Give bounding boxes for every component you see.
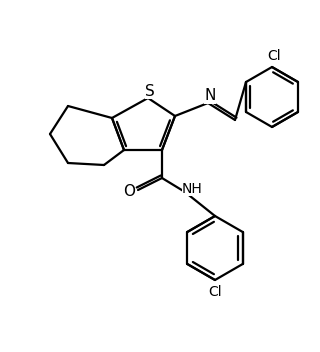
Text: S: S <box>145 83 155 99</box>
Text: Cl: Cl <box>267 49 281 63</box>
Text: NH: NH <box>182 182 202 196</box>
Text: Cl: Cl <box>208 285 222 299</box>
Text: O: O <box>123 183 135 199</box>
Text: N: N <box>204 88 216 103</box>
